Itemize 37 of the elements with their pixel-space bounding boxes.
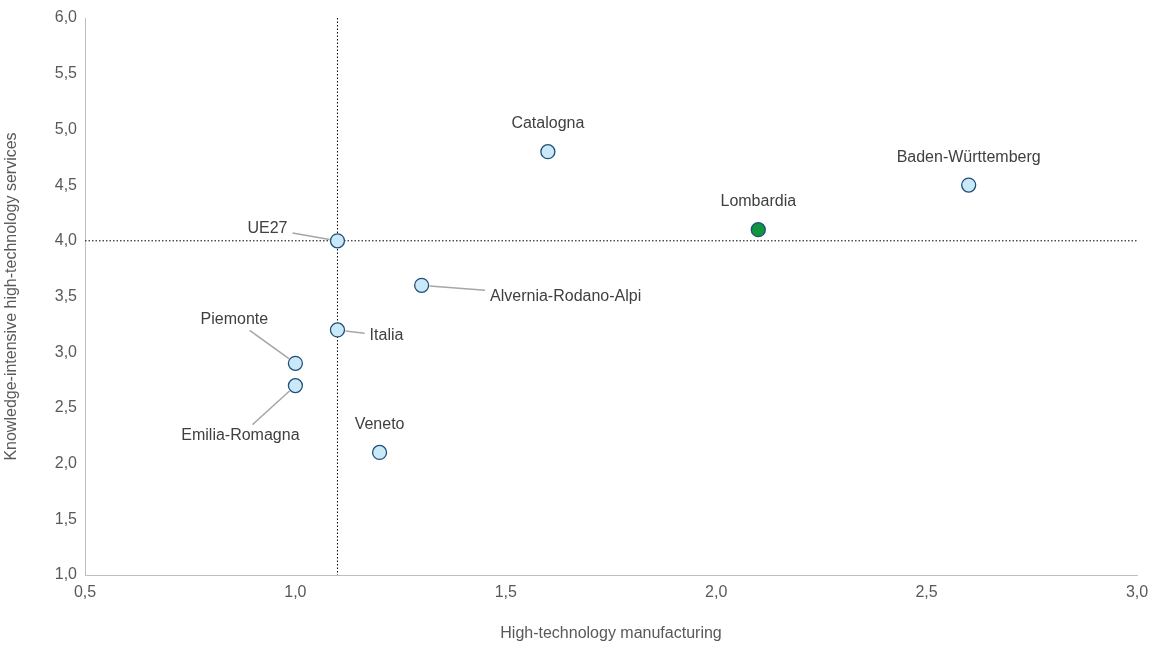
annotation: UE27 (247, 219, 288, 237)
annotation: Lombardia (720, 192, 797, 210)
x-tick-label: 1,0 (284, 583, 307, 601)
point (287, 377, 304, 394)
y-tick-label: 1,5 (54, 509, 78, 527)
annotation: Catalogna (511, 114, 585, 132)
y-tick-label: 2,0 (54, 454, 78, 472)
annotation: Baden-Württemberg (896, 147, 1041, 165)
x-tick-label: 0,5 (73, 583, 97, 601)
y-tick-label: 6,0 (54, 8, 78, 26)
point (329, 322, 346, 338)
annotation: Italia (369, 326, 404, 344)
x-tick-label: 2,5 (915, 583, 938, 601)
y-tick-label: 1,0 (54, 565, 78, 583)
point (287, 355, 304, 371)
y-tick-label: 5,5 (54, 64, 78, 82)
point (961, 177, 977, 193)
annotation: Emilia-Romagna (181, 426, 300, 444)
point (540, 144, 556, 160)
y-axis-title: Knowledge-intensive high-technology services (2, 132, 20, 461)
point (329, 233, 346, 249)
annotation: Veneto (354, 414, 405, 432)
y-tick-label: 4,0 (54, 231, 78, 249)
y-tick-label: 5,0 (54, 119, 78, 137)
x-tick-label: 1,5 (494, 583, 518, 601)
y-tick-label: 3,5 (54, 286, 78, 304)
point (413, 277, 430, 294)
y-tick-label: 2,5 (54, 398, 78, 416)
point (371, 444, 388, 461)
y-tick-label: 3,0 (54, 342, 78, 360)
annotation: Piemonte (200, 309, 269, 327)
x-axis-title: High-technology manufacturing (500, 623, 722, 641)
x-tick-label: 2,0 (705, 583, 728, 601)
point (750, 222, 766, 238)
annotation: Alvernia-Rodano-Alpi (490, 286, 642, 304)
x-tick-label: 3,0 (1125, 583, 1149, 601)
y-tick-label: 4,5 (54, 175, 78, 193)
